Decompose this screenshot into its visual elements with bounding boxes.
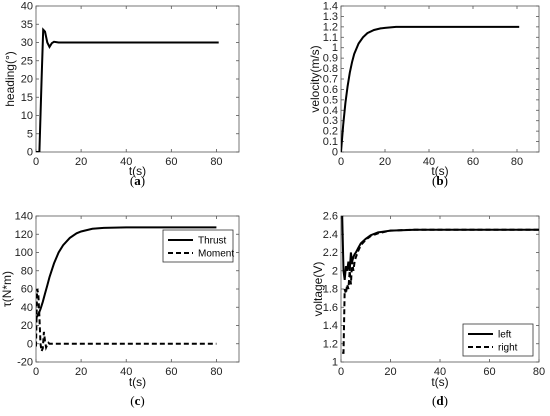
x-tick-label: 40 — [120, 366, 132, 378]
legend: Thrust Moment — [162, 229, 234, 263]
x-tick-label: 80 — [533, 366, 545, 378]
y-tick-label: 100 — [15, 247, 33, 259]
y-tick-label: -20 — [17, 357, 33, 369]
y-tick-label: 15 — [21, 92, 33, 104]
y-tick-label: 2.4 — [323, 229, 338, 241]
y-tick-label: 1 — [332, 357, 338, 369]
series-line-0 — [36, 27, 219, 152]
y-tick-label: 25 — [21, 55, 33, 67]
y-tick-label: 1 — [332, 42, 338, 54]
y-tick-label: 0.2 — [323, 126, 338, 138]
legend-entry: Moment — [198, 249, 234, 260]
plot-frame — [35, 5, 240, 153]
x-tick-label: 0 — [33, 156, 39, 168]
x-tick-label: 20 — [379, 156, 391, 168]
y-tick-label: 1.2 — [323, 21, 338, 33]
y-tick-label: 2 — [332, 265, 338, 277]
chart-panel-b: 0 20 40 60 8000.10.20.30.40.50.60.70.80.911.… — [308, 1, 540, 188]
series-line-moment — [36, 288, 217, 355]
panel-label: (d) — [432, 393, 448, 408]
y-tick-label: 10 — [21, 110, 33, 122]
x-tick-label: 80 — [210, 156, 222, 168]
chart-panel-a: 0 20 40 60 800510152025303540t(s)heading(°)(… — [3, 1, 240, 188]
x-tick-label: 60 — [467, 156, 479, 168]
panel-label: (a) — [130, 173, 145, 188]
y-tick-label: 1.2 — [323, 338, 338, 350]
y-tick-label: 0.5 — [323, 94, 338, 106]
series-line-0 — [341, 25, 520, 152]
y-tick-label: 1.6 — [323, 302, 338, 314]
y-tick-label: 5 — [27, 128, 33, 140]
x-tick-label: 60 — [483, 366, 495, 378]
legend-box — [162, 229, 234, 263]
y-axis-label: heading(°) — [3, 51, 17, 107]
y-tick-label: 30 — [21, 37, 33, 49]
y-tick-label: 0 — [27, 338, 33, 350]
legend-entry: Thrust — [198, 236, 227, 247]
legend: left right — [462, 323, 534, 357]
x-tick-label: 60 — [165, 366, 177, 378]
y-tick-label: 2.6 — [323, 211, 338, 223]
x-tick-label: 40 — [434, 366, 446, 378]
panel-label: (c) — [130, 393, 144, 408]
x-tick-label: 40 — [120, 156, 132, 168]
y-tick-label: 20 — [21, 74, 33, 86]
y-tick-label: 2.2 — [323, 247, 338, 259]
legend-box — [462, 323, 534, 357]
chart-panel-d: 0 20 40 60 80 1 1.2 1.4 1.6 1.8 2 2.2 2.4 2.6 t(s) volt… — [311, 211, 545, 409]
y-tick-label: 0 — [27, 147, 33, 159]
x-axis-label: t(s) — [129, 375, 146, 389]
y-tick-label: 1.8 — [323, 284, 338, 296]
x-axis-label: t(s) — [129, 164, 146, 178]
x-tick-label: 20 — [75, 156, 87, 168]
y-tick-label: 40 — [21, 302, 33, 314]
y-tick-label: 1.4 — [323, 1, 338, 13]
x-tick-label: 20 — [75, 366, 87, 378]
y-tick-label: 0.7 — [323, 74, 338, 86]
y-tick-label: 80 — [21, 265, 33, 277]
series-line-thrust — [36, 226, 217, 319]
y-tick-label: 60 — [21, 284, 33, 296]
y-tick-label: 1.1 — [323, 32, 338, 44]
series-line-left — [341, 216, 539, 281]
y-tick-label: 1.3 — [323, 11, 338, 23]
y-axis-label: voltage(V) — [311, 262, 325, 317]
x-tick-label: 0 — [338, 366, 344, 378]
chart-panel-c: 0 20 40 60 80-20020406080100120140t(s)τ(N*m)… — [0, 211, 240, 408]
y-axis-label: velocity(m/s) — [308, 45, 322, 112]
y-tick-label: 0.6 — [323, 84, 338, 96]
x-tick-label: 0 — [338, 156, 344, 168]
y-tick-label: 0.8 — [323, 63, 338, 75]
x-tick-label: 0 — [33, 366, 39, 378]
y-tick-label: 0.1 — [323, 136, 338, 148]
y-tick-label: 1.4 — [323, 320, 338, 332]
legend-entry: left — [498, 330, 512, 341]
y-axis-label: τ(N*m) — [0, 271, 14, 307]
y-tick-label: 20 — [21, 320, 33, 332]
x-tick-label: 40 — [423, 156, 435, 168]
x-tick-label: 80 — [210, 366, 222, 378]
y-tick-label: 120 — [15, 229, 33, 241]
y-tick-label: 0.4 — [323, 105, 338, 117]
x-tick-label: 20 — [384, 366, 396, 378]
legend-entry: right — [498, 343, 518, 354]
y-tick-label: 0 — [332, 147, 338, 159]
panel-label: (b) — [432, 173, 448, 188]
x-axis-label: t(s) — [431, 375, 448, 389]
y-tick-label: 0.9 — [323, 53, 338, 65]
y-tick-label: 140 — [15, 211, 33, 223]
x-tick-label: 60 — [165, 156, 177, 168]
x-tick-label: 80 — [511, 156, 523, 168]
y-tick-label: 40 — [21, 1, 33, 13]
x-axis-label: t(s) — [431, 164, 448, 178]
y-tick-label: 35 — [21, 19, 33, 31]
series-line-right — [342, 228, 539, 354]
y-tick-label: 0.3 — [323, 115, 338, 127]
